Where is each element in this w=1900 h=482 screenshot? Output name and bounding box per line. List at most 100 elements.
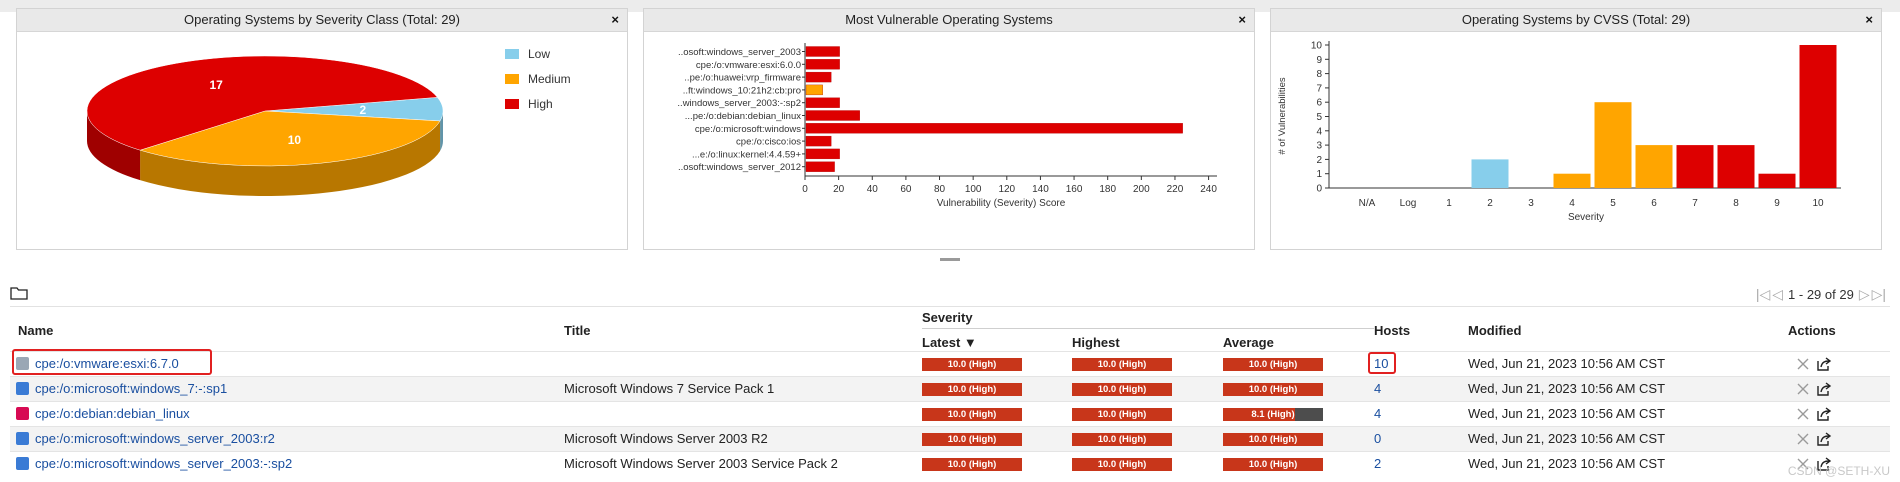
pie-label-high: 17 [209, 78, 223, 92]
cvss-bar-2 [1471, 159, 1509, 188]
severity-pie-chart: 2 10 17 Low Medium High [86, 47, 571, 196]
x-tick-label-12: 240 [1200, 184, 1217, 195]
export-icon[interactable] [1816, 431, 1832, 447]
hosts-cell: 10 [1374, 352, 1388, 376]
category-label-5: ...pe:/o:debian:debian_linux [685, 111, 801, 122]
header-title[interactable]: Title [564, 323, 591, 338]
delete-icon[interactable] [1795, 456, 1811, 472]
y-tick-label-1: 1 [1316, 169, 1322, 180]
legend-swatch-medium [505, 74, 519, 84]
hosts-link[interactable]: 2 [1374, 456, 1382, 471]
resize-handle[interactable] [940, 258, 960, 261]
header-highest[interactable]: Highest [1072, 335, 1120, 350]
hosts-link[interactable]: 4 [1374, 381, 1382, 396]
export-icon[interactable] [1816, 381, 1832, 397]
close-icon[interactable]: × [1238, 12, 1246, 27]
legend-swatch-low [505, 49, 519, 59]
close-icon[interactable]: × [1865, 12, 1873, 27]
header-latest[interactable]: Latest ▼ [922, 335, 977, 350]
close-icon[interactable]: × [611, 12, 619, 27]
table-row[interactable]: cpe:/o:microsoft:windows_7:-:sp1 Microsof… [10, 376, 1890, 401]
average-severity-badge: 10.0 (High) [1223, 358, 1323, 371]
export-icon[interactable] [1816, 456, 1832, 472]
hosts-link[interactable]: 10 [1374, 356, 1389, 371]
y-axis-label: # of Vulnerabilities [1277, 77, 1288, 155]
most-vulnerable-title: Most Vulnerable Operating Systems [845, 12, 1053, 27]
header-hosts[interactable]: Hosts [1374, 323, 1411, 338]
os-name-link[interactable]: cpe:/o:debian:debian_linux [35, 406, 190, 421]
x-tick-label-9: 8 [1733, 198, 1739, 209]
last-page-button[interactable]: ▷| [1871, 286, 1886, 302]
prev-page-button[interactable]: ◁ [1772, 286, 1784, 302]
panel-title: Operating Systems by CVSS (Total: 29) × [1271, 9, 1881, 32]
legend-label-high: High [528, 97, 553, 111]
os-name-cell: cpe:/o:microsoft:windows_7:-:sp1 [16, 377, 227, 401]
cvss-bar-10 [1799, 45, 1837, 188]
os-name-cell: cpe:/o:debian:debian_linux [16, 402, 190, 426]
header-name[interactable]: Name [18, 323, 54, 338]
table-row[interactable]: cpe:/o:microsoft:windows_server_2003:-:s… [10, 451, 1890, 476]
bar-9 [805, 161, 835, 172]
x-tick-label-7: 6 [1651, 198, 1657, 209]
header-modified[interactable]: Modified [1468, 323, 1522, 338]
x-tick-label-5: 4 [1569, 198, 1575, 209]
os-title: Microsoft Windows Server 2003 Service Pa… [564, 456, 838, 471]
table-row[interactable]: cpe:/o:debian:debian_linux 10.0 (High) 10.… [10, 401, 1890, 426]
next-page-button[interactable]: ▷ [1858, 286, 1870, 302]
x-tick-label-8: 7 [1692, 198, 1698, 209]
y-tick-label-4: 4 [1316, 126, 1322, 137]
os-name-link[interactable]: cpe:/o:microsoft:windows_7:-:sp1 [35, 381, 228, 396]
cvss-bar-4 [1553, 173, 1591, 188]
delete-icon[interactable] [1795, 381, 1811, 397]
panel-title: Operating Systems by Severity Class (Tot… [17, 9, 627, 32]
hosts-link[interactable]: 4 [1374, 406, 1382, 421]
cvss-title: Operating Systems by CVSS (Total: 29) [1461, 12, 1691, 27]
cvss-bar-chart: 0 1 2 3 4 5 6 7 8 9 10 N/A Log 1 2 3 4 5 6 7 8 9 10 Severity # o… [1277, 41, 1841, 223]
average-severity-badge: 10.0 (High) [1223, 433, 1323, 446]
hosts-cell: 4 [1374, 377, 1381, 401]
x-tick-label-6: 5 [1610, 198, 1616, 209]
vmware-icon [16, 357, 29, 370]
modified-date: Wed, Jun 21, 2023 10:56 AM CST [1468, 406, 1666, 421]
x-axis-label: Severity [1568, 212, 1604, 223]
x-axis-label: Vulnerability (Severity) Score [937, 198, 1066, 209]
delete-icon[interactable] [1795, 356, 1811, 372]
watermark: CSDN @SETH-XU [1787, 464, 1890, 478]
header-divider [10, 306, 1890, 307]
hosts-link[interactable]: 0 [1374, 431, 1382, 446]
table-row[interactable]: cpe:/o:vmware:esxi:6.7.0 10.0 (High) 10.0 … [10, 351, 1890, 376]
severity-class-title: Operating Systems by Severity Class (Tot… [184, 12, 460, 27]
y-tick-label-6: 6 [1316, 98, 1322, 109]
y-tick-label-10: 10 [1311, 41, 1323, 52]
export-icon[interactable] [1816, 356, 1832, 372]
bar-5 [805, 110, 860, 121]
page-range: 1 - 29 of 29 [1788, 286, 1854, 302]
os-name-link[interactable]: cpe:/o:vmware:esxi:6.7.0 [35, 356, 179, 371]
x-tick-label-1: 20 [833, 184, 845, 195]
x-tick-label-4: 80 [934, 184, 946, 195]
most-vulnerable-bar-chart: ..osoft:windows_server_2003 cpe:/o:vmware… [677, 43, 1217, 209]
severity-divider [922, 328, 1374, 329]
x-tick-label-5: 100 [965, 184, 982, 195]
os-name-link[interactable]: cpe:/o:microsoft:windows_server_2003:r2 [35, 431, 275, 446]
y-tick-label-7: 7 [1316, 83, 1322, 94]
export-icon[interactable] [1816, 406, 1832, 422]
folder-icon[interactable] [10, 286, 28, 300]
header-average[interactable]: Average [1223, 335, 1274, 350]
delete-icon[interactable] [1795, 406, 1811, 422]
legend-swatch-high [505, 99, 519, 109]
first-page-button[interactable]: |◁ [1755, 286, 1771, 302]
windows-icon [16, 432, 29, 445]
bar-7 [805, 135, 832, 147]
cvss-bar-6 [1635, 145, 1673, 188]
x-tick-label-2: 1 [1446, 198, 1452, 209]
table-row[interactable]: cpe:/o:microsoft:windows_server_2003:r2 M… [10, 426, 1890, 451]
os-name-link[interactable]: cpe:/o:microsoft:windows_server_2003:-:s… [35, 456, 293, 471]
delete-icon[interactable] [1795, 431, 1811, 447]
x-tick-label-0: N/A [1359, 198, 1376, 209]
cvss-bar-8 [1717, 145, 1755, 188]
bar-2 [805, 71, 832, 83]
y-tick-label-3: 3 [1316, 141, 1322, 152]
y-tick-label-5: 5 [1316, 112, 1322, 123]
os-title: Microsoft Windows Server 2003 R2 [564, 431, 768, 446]
